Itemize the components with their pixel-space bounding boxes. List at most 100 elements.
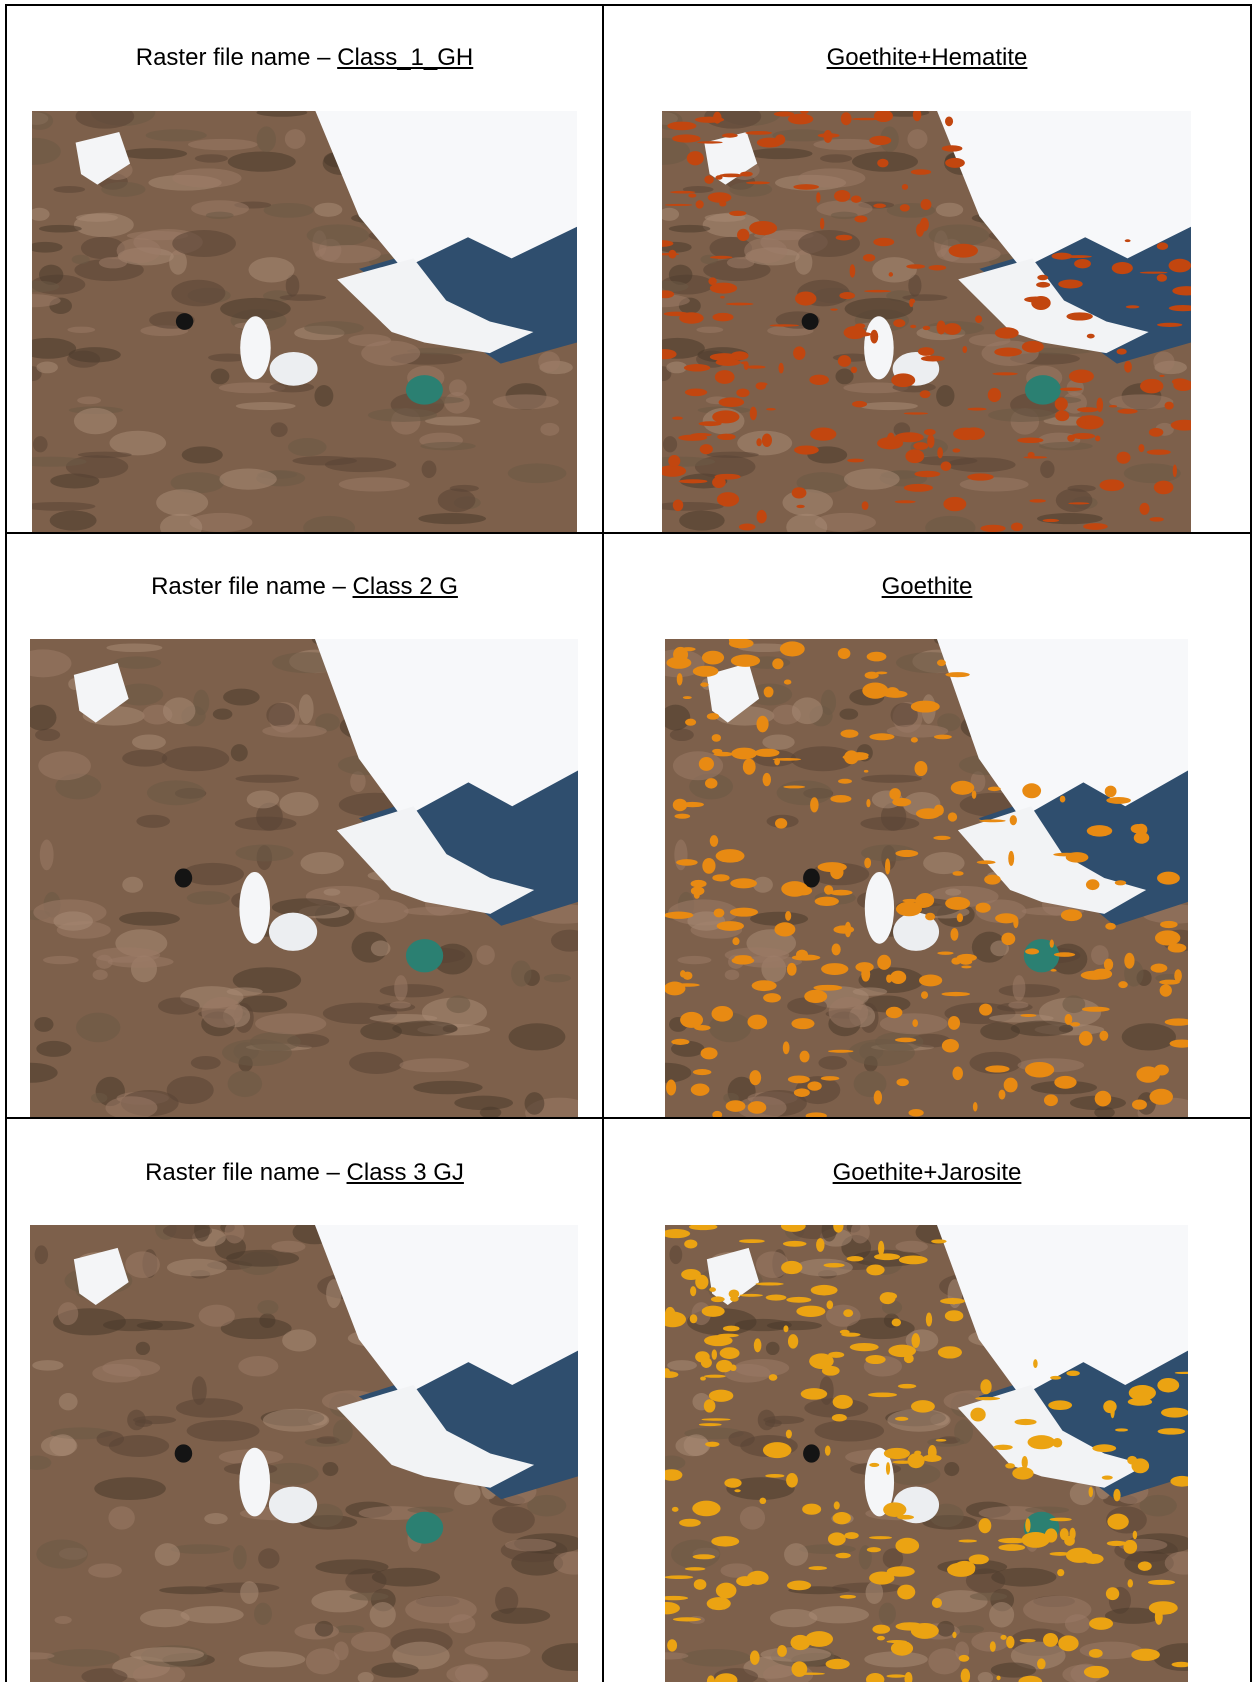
mineral-overlay [873,238,894,247]
mineral-overlay [931,1239,946,1243]
mineral-overlay [1020,1014,1036,1017]
mineral-overlay [724,1478,741,1488]
terrain-texture [187,1420,260,1442]
mineral-overlay [873,204,886,209]
mineral-overlay [919,974,942,986]
mineral-overlay [911,1333,919,1348]
mineral-overlay [791,1018,814,1029]
mineral-overlay [893,319,905,327]
terrain-texture [960,477,1029,491]
mineral-overlay [702,1306,725,1317]
terrain-texture [956,1625,984,1633]
mineral-overlay [1050,1376,1061,1380]
mineral-overlay [916,223,924,236]
caption: Goethite [604,573,1250,601]
terrain-texture [257,126,276,152]
mineral-overlay [704,1375,726,1378]
mineral-overlay [841,112,852,125]
mineral-overlay [864,858,871,869]
terrain-texture [681,1649,750,1667]
mineral-overlay [995,913,1017,923]
mineral-overlay [748,1101,767,1114]
mineral-overlay [816,192,820,203]
mineral-overlay [756,1282,784,1285]
terrain-texture [999,984,1060,997]
terrain-texture [677,956,711,964]
terrain-texture [136,1342,150,1355]
terrain-texture [67,327,95,333]
lake [1025,375,1061,404]
terrain-texture [777,780,833,805]
mineral-overlay [1109,405,1117,408]
mineral-overlay [691,880,707,888]
mineral-overlay [1104,959,1113,971]
snow [239,1448,270,1517]
mineral-overlay [756,438,761,446]
terrain-texture [1011,1021,1073,1037]
satellite-image [662,111,1191,532]
mineral-overlay [988,787,1001,791]
mineral-overlay [679,1519,701,1527]
terrain-texture [792,697,823,724]
terrain-texture [191,1056,221,1070]
terrain-texture [271,1241,305,1253]
mineral-overlay [714,908,725,917]
mineral-overlay [667,122,696,131]
mineral-overlay [818,133,840,138]
mineral-overlay [813,985,842,991]
mineral-overlay [1149,1601,1178,1614]
mineral-overlay [708,192,732,202]
mineral-overlay [1043,1633,1058,1647]
mineral-overlay [719,174,742,178]
terrain-texture [108,1506,134,1529]
terrain-texture [240,1581,258,1604]
mineral-overlay [821,1076,840,1080]
terrain-texture [72,255,90,264]
mineral-overlay [787,1581,811,1591]
mineral-overlay [961,966,972,969]
mineral-overlay [838,648,851,659]
mineral-overlay [1124,361,1132,373]
mineral-overlay [739,523,756,530]
terrain-texture [155,1543,180,1566]
mineral-overlay [788,1075,810,1083]
terrain-texture [1056,488,1093,512]
mineral-overlay [918,347,934,356]
mineral-overlay [775,134,785,144]
mineral-overlay [890,971,906,984]
terrain-texture [156,489,208,516]
lake [406,375,443,404]
terrain-texture [399,1058,469,1072]
terrain-texture [199,1305,235,1327]
mineral-overlay [691,1084,710,1096]
terrain-texture [1013,975,1026,1001]
terrain-texture [861,775,922,783]
mineral-overlay [690,1314,698,1323]
mineral-overlay [1076,415,1104,429]
terrain-texture [97,1431,125,1447]
mineral-overlay [911,701,940,713]
mineral-overlay [888,1345,916,1357]
table-border [1250,4,1252,1682]
mineral-overlay [861,967,870,982]
terrain-texture [989,1602,1014,1627]
mineral-overlay [902,1449,908,1453]
terrain-texture [36,1540,88,1569]
mineral-overlay [862,683,888,699]
mineral-overlay [800,1051,810,1063]
terrain-texture [854,1071,887,1098]
terrain-texture [829,997,869,1028]
terrain-texture [818,1056,847,1070]
satellite-image [30,639,578,1117]
terrain-texture [228,152,296,172]
mineral-overlay [668,455,680,467]
mineral-overlay [791,1661,807,1676]
terrain-texture [991,1568,1056,1587]
terrain-texture [74,408,117,434]
terrain-texture [43,956,79,964]
mineral-overlay [891,373,915,387]
mineral-overlay [868,1392,897,1397]
mineral-overlay [828,1050,853,1053]
terrain-texture [163,697,195,724]
terrain-texture [748,148,812,159]
